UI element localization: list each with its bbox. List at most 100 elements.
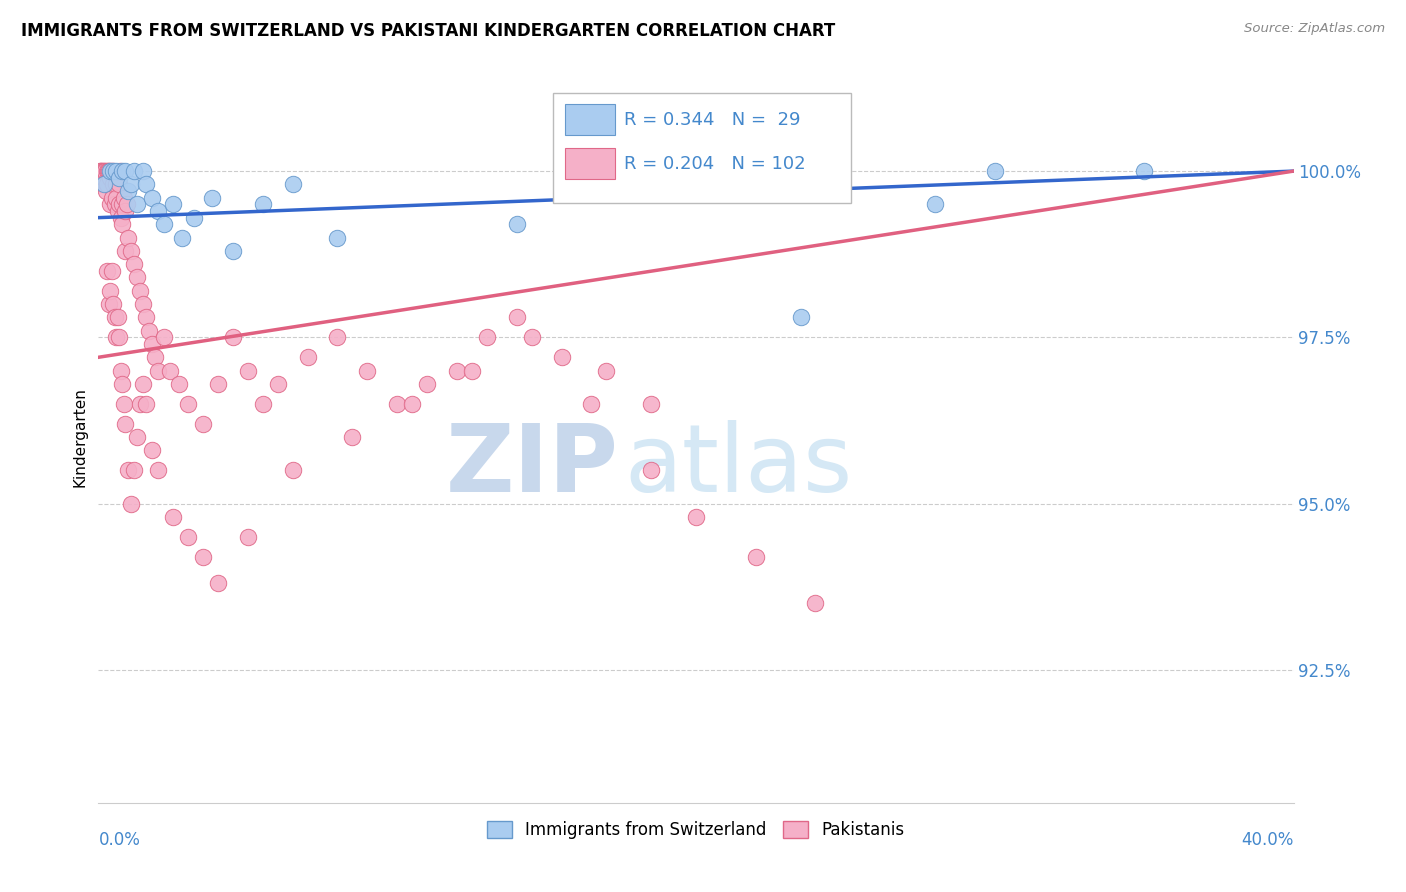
Point <box>117 230 139 244</box>
Point <box>506 310 529 325</box>
Point <box>124 164 146 178</box>
Point <box>297 351 319 365</box>
Point <box>520 330 543 344</box>
Point <box>129 397 152 411</box>
Point <box>135 397 157 411</box>
Point <box>385 397 409 411</box>
Point <box>177 530 200 544</box>
Point <box>103 297 125 311</box>
Point <box>124 257 146 271</box>
Point <box>127 270 149 285</box>
Point <box>207 376 229 391</box>
Point <box>143 351 166 365</box>
Point <box>236 530 259 544</box>
Point <box>98 170 122 185</box>
Point <box>159 363 181 377</box>
Point <box>120 497 142 511</box>
Point <box>107 204 129 219</box>
Point <box>124 463 146 477</box>
Point <box>107 197 129 211</box>
Point <box>108 164 131 178</box>
Point <box>745 549 768 564</box>
Point <box>252 197 274 211</box>
Point <box>135 310 157 325</box>
Point <box>153 330 176 344</box>
Point <box>101 178 124 192</box>
Text: atlas: atlas <box>624 420 852 512</box>
Point <box>100 164 122 178</box>
Point <box>252 397 274 411</box>
Point <box>97 164 120 178</box>
Point <box>108 178 131 192</box>
Point <box>416 376 439 391</box>
Point <box>108 330 131 344</box>
Point <box>132 376 155 391</box>
Point <box>356 363 378 377</box>
Text: R = 0.344   N =  29: R = 0.344 N = 29 <box>624 111 801 128</box>
Point <box>98 164 122 178</box>
Point <box>96 164 118 178</box>
Point <box>101 191 124 205</box>
Point <box>129 284 152 298</box>
Point <box>91 178 114 192</box>
Point <box>93 178 115 192</box>
Point <box>127 197 149 211</box>
Point <box>595 363 617 377</box>
Point <box>461 363 484 377</box>
Point <box>326 230 349 244</box>
Point <box>94 184 117 198</box>
Point <box>1133 164 1156 178</box>
Point <box>162 509 184 524</box>
Point <box>162 197 184 211</box>
Point <box>104 197 127 211</box>
Point <box>93 164 115 178</box>
Point <box>114 164 136 178</box>
Point <box>105 164 128 178</box>
Text: ZIP: ZIP <box>446 420 619 512</box>
Point <box>153 217 176 231</box>
Point <box>90 164 112 178</box>
Point <box>114 417 136 431</box>
Point <box>101 264 124 278</box>
Point <box>93 170 115 185</box>
Point <box>90 164 112 178</box>
FancyBboxPatch shape <box>565 148 614 179</box>
Point <box>640 463 662 477</box>
Point <box>984 164 1007 178</box>
Point <box>98 197 121 211</box>
Point <box>685 509 707 524</box>
Text: R = 0.204   N = 102: R = 0.204 N = 102 <box>624 154 806 172</box>
Point <box>111 164 134 178</box>
Point <box>96 178 118 192</box>
Point <box>141 337 163 351</box>
Y-axis label: Kindergarten: Kindergarten <box>72 387 87 487</box>
Point <box>148 363 170 377</box>
Point <box>789 310 811 325</box>
Point <box>112 191 135 205</box>
Point <box>201 191 224 205</box>
Point <box>103 164 125 178</box>
Point <box>97 297 120 311</box>
Text: 40.0%: 40.0% <box>1241 830 1294 848</box>
Point <box>94 164 117 178</box>
Point <box>342 430 364 444</box>
Point <box>115 197 138 211</box>
Point <box>281 178 304 192</box>
Point <box>105 191 128 205</box>
Point <box>326 330 349 344</box>
Point <box>148 204 170 219</box>
Point <box>111 376 134 391</box>
FancyBboxPatch shape <box>565 104 614 135</box>
Point <box>117 463 139 477</box>
Legend: Immigrants from Switzerland, Pakistanis: Immigrants from Switzerland, Pakistanis <box>481 814 911 846</box>
Point <box>177 397 200 411</box>
Point <box>120 178 142 192</box>
Text: Source: ZipAtlas.com: Source: ZipAtlas.com <box>1244 22 1385 36</box>
Point <box>114 244 136 258</box>
Point <box>132 297 155 311</box>
Point <box>148 463 170 477</box>
Point <box>105 330 128 344</box>
Point <box>104 178 127 192</box>
Point <box>89 164 111 178</box>
Point <box>135 178 157 192</box>
